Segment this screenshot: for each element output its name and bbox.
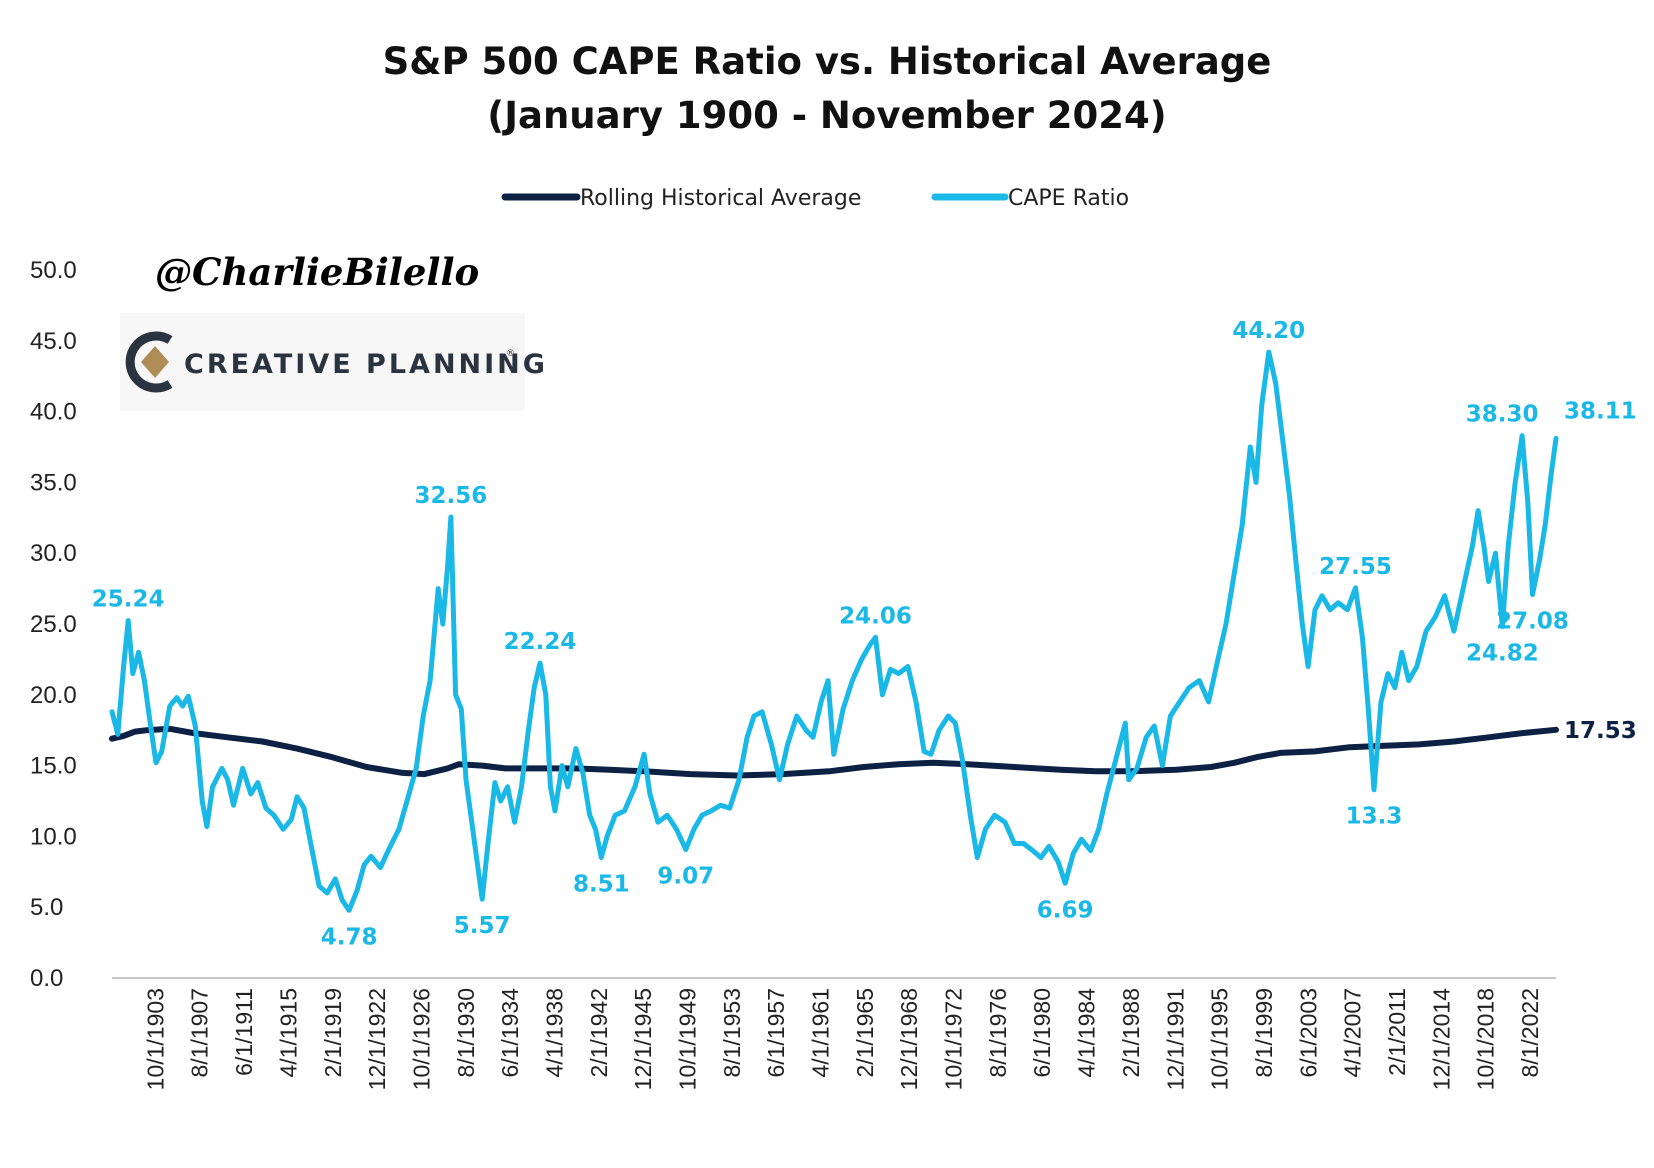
x-tick-label: 8/1/2022 (1517, 988, 1543, 1078)
data-label: 13.3 (1346, 804, 1403, 830)
x-tick-label: 12/1/2014 (1428, 988, 1454, 1091)
x-tick-label: 6/1/1911 (231, 988, 257, 1076)
x-tick-label: 10/1/1972 (941, 988, 967, 1090)
x-tick-label: 2/1/1919 (320, 988, 346, 1078)
x-tick-label: 10/1/1926 (408, 988, 434, 1090)
y-tick-label: 0.0 (30, 965, 63, 992)
data-label: 22.24 (504, 629, 577, 655)
creative-planning-logo: CREATIVE PLANNING ® (120, 313, 548, 411)
y-tick-label: 50.0 (30, 257, 77, 284)
legend: Rolling Historical Average CAPE Ratio (501, 186, 1129, 211)
x-tick-label: 8/1/1953 (719, 988, 745, 1078)
x-tick-label: 4/1/2007 (1340, 988, 1366, 1078)
x-tick-label: 6/1/2003 (1295, 988, 1321, 1078)
data-label: 17.53 (1564, 718, 1637, 744)
y-tick-label: 25.0 (30, 611, 77, 638)
x-tick-label: 12/1/1968 (896, 988, 922, 1090)
x-tick-label: 2/1/1988 (1118, 988, 1144, 1078)
y-tick-label: 40.0 (30, 399, 77, 426)
x-tick-label: 12/1/1945 (630, 988, 656, 1090)
x-tick-label: 8/1/1930 (453, 988, 479, 1078)
logo-background (120, 313, 525, 411)
x-tick-label: 4/1/1915 (275, 988, 301, 1078)
x-tick-label: 4/1/1961 (808, 988, 834, 1078)
data-label: 38.11 (1564, 398, 1637, 424)
x-tick-label: 10/1/1995 (1207, 988, 1233, 1090)
x-tick-label: 6/1/1934 (497, 988, 523, 1078)
data-label: 24.06 (839, 603, 912, 629)
x-tick-label: 12/1/1991 (1162, 988, 1188, 1090)
logo-registered-mark: ® (506, 349, 515, 359)
y-tick-label: 45.0 (30, 328, 77, 355)
legend-label-cape-ratio: CAPE Ratio (1008, 186, 1129, 211)
data-label: 38.30 (1466, 402, 1539, 428)
x-tick-label: 2/1/1965 (852, 988, 878, 1078)
data-label: 6.69 (1037, 897, 1094, 923)
logo-text: CREATIVE PLANNING (184, 349, 548, 380)
data-label: 27.08 (1496, 609, 1569, 635)
data-label: 8.51 (573, 871, 630, 897)
series-line-cape-ratio (109, 349, 1559, 913)
series-line-rolling-average (109, 725, 1559, 779)
y-tick-label: 15.0 (30, 753, 77, 780)
watermark-handle: @CharlieBilello (155, 250, 479, 294)
data-label: 9.07 (657, 864, 714, 890)
x-tick-label: 10/1/1949 (674, 988, 700, 1090)
x-tick-label: 4/1/1938 (541, 988, 567, 1078)
legend-label-rolling-average: Rolling Historical Average (580, 186, 861, 211)
x-tick-label: 8/1/1999 (1251, 988, 1277, 1078)
x-tick-label: 2/1/2011 (1384, 988, 1410, 1076)
annotation-layer: 25.24 4.78 32.56 5.57 22.24 8.51 9.07 24.06 6.69… (92, 318, 1637, 950)
x-tick-label: 8/1/1907 (187, 988, 213, 1078)
data-label: 27.55 (1319, 554, 1392, 580)
x-tick-label: 4/1/1984 (1074, 988, 1100, 1078)
series-layer (109, 349, 1559, 913)
chart-subtitle: (January 1900 - November 2024) (487, 94, 1166, 137)
data-label: 44.20 (1232, 318, 1305, 344)
x-tick-label: 6/1/1980 (1029, 988, 1055, 1078)
y-axis-ticks: 0.0 5.0 10.0 15.0 20.0 25.0 30.0 35.0 40.0 45.0 50… (30, 257, 77, 992)
x-tick-label: 10/1/1903 (142, 988, 168, 1090)
y-tick-label: 30.0 (30, 540, 77, 567)
logo-diamond (141, 346, 169, 378)
data-label: 25.24 (92, 587, 165, 613)
data-label: 4.78 (321, 924, 378, 950)
creative-planning-logo-icon (125, 331, 173, 393)
x-tick-label: 2/1/1942 (586, 988, 612, 1078)
x-tick-label: 10/1/2018 (1473, 988, 1499, 1090)
y-tick-label: 35.0 (30, 469, 77, 496)
data-label: 5.57 (454, 913, 511, 939)
data-label: 24.82 (1466, 641, 1539, 667)
x-tick-label: 12/1/1922 (364, 988, 390, 1090)
x-axis-ticks: 10/1/1903 8/1/1907 6/1/1911 4/1/1915 2/1/191… (142, 988, 1543, 1091)
y-tick-label: 10.0 (30, 823, 77, 850)
chart-title: S&P 500 CAPE Ratio vs. Historical Averag… (383, 40, 1272, 83)
x-tick-label: 6/1/1957 (763, 988, 789, 1078)
y-tick-label: 20.0 (30, 682, 77, 709)
x-tick-label: 8/1/1976 (985, 988, 1011, 1078)
logo-arc (125, 331, 173, 393)
data-label: 32.56 (415, 483, 488, 509)
y-tick-label: 5.0 (30, 894, 63, 921)
